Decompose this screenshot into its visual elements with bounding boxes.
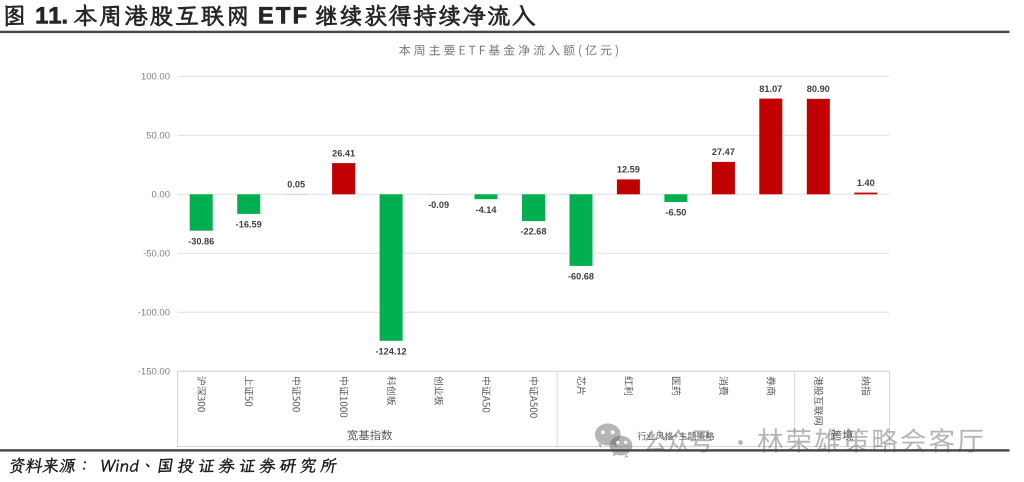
svg-text:12.59: 12.59 [617, 165, 640, 175]
svg-text:-22.68: -22.68 [520, 227, 546, 237]
svg-text:-50.00: -50.00 [143, 249, 170, 260]
svg-text:-0.09: -0.09 [428, 200, 449, 210]
svg-text:-4.14: -4.14 [476, 205, 498, 215]
svg-text:26.41: 26.41 [332, 148, 355, 158]
svg-text:50.00: 50.00 [146, 131, 170, 142]
svg-text:-30.86: -30.86 [188, 236, 214, 246]
svg-text:-124.12: -124.12 [376, 346, 407, 356]
svg-text:80.90: 80.90 [807, 84, 830, 94]
svg-text:-6.50: -6.50 [665, 208, 686, 218]
svg-text:27.47: 27.47 [712, 147, 735, 157]
svg-text:-16.59: -16.59 [236, 220, 262, 230]
svg-text:-150.00: -150.00 [138, 367, 170, 378]
svg-text:1.40: 1.40 [857, 178, 875, 188]
svg-text:81.07: 81.07 [759, 84, 782, 94]
svg-text:0.00: 0.00 [152, 190, 171, 201]
svg-text:0.05: 0.05 [287, 179, 305, 189]
svg-text:-60.68: -60.68 [568, 272, 594, 282]
svg-text:100.00: 100.00 [141, 72, 170, 83]
svg-text:-100.00: -100.00 [138, 308, 170, 319]
